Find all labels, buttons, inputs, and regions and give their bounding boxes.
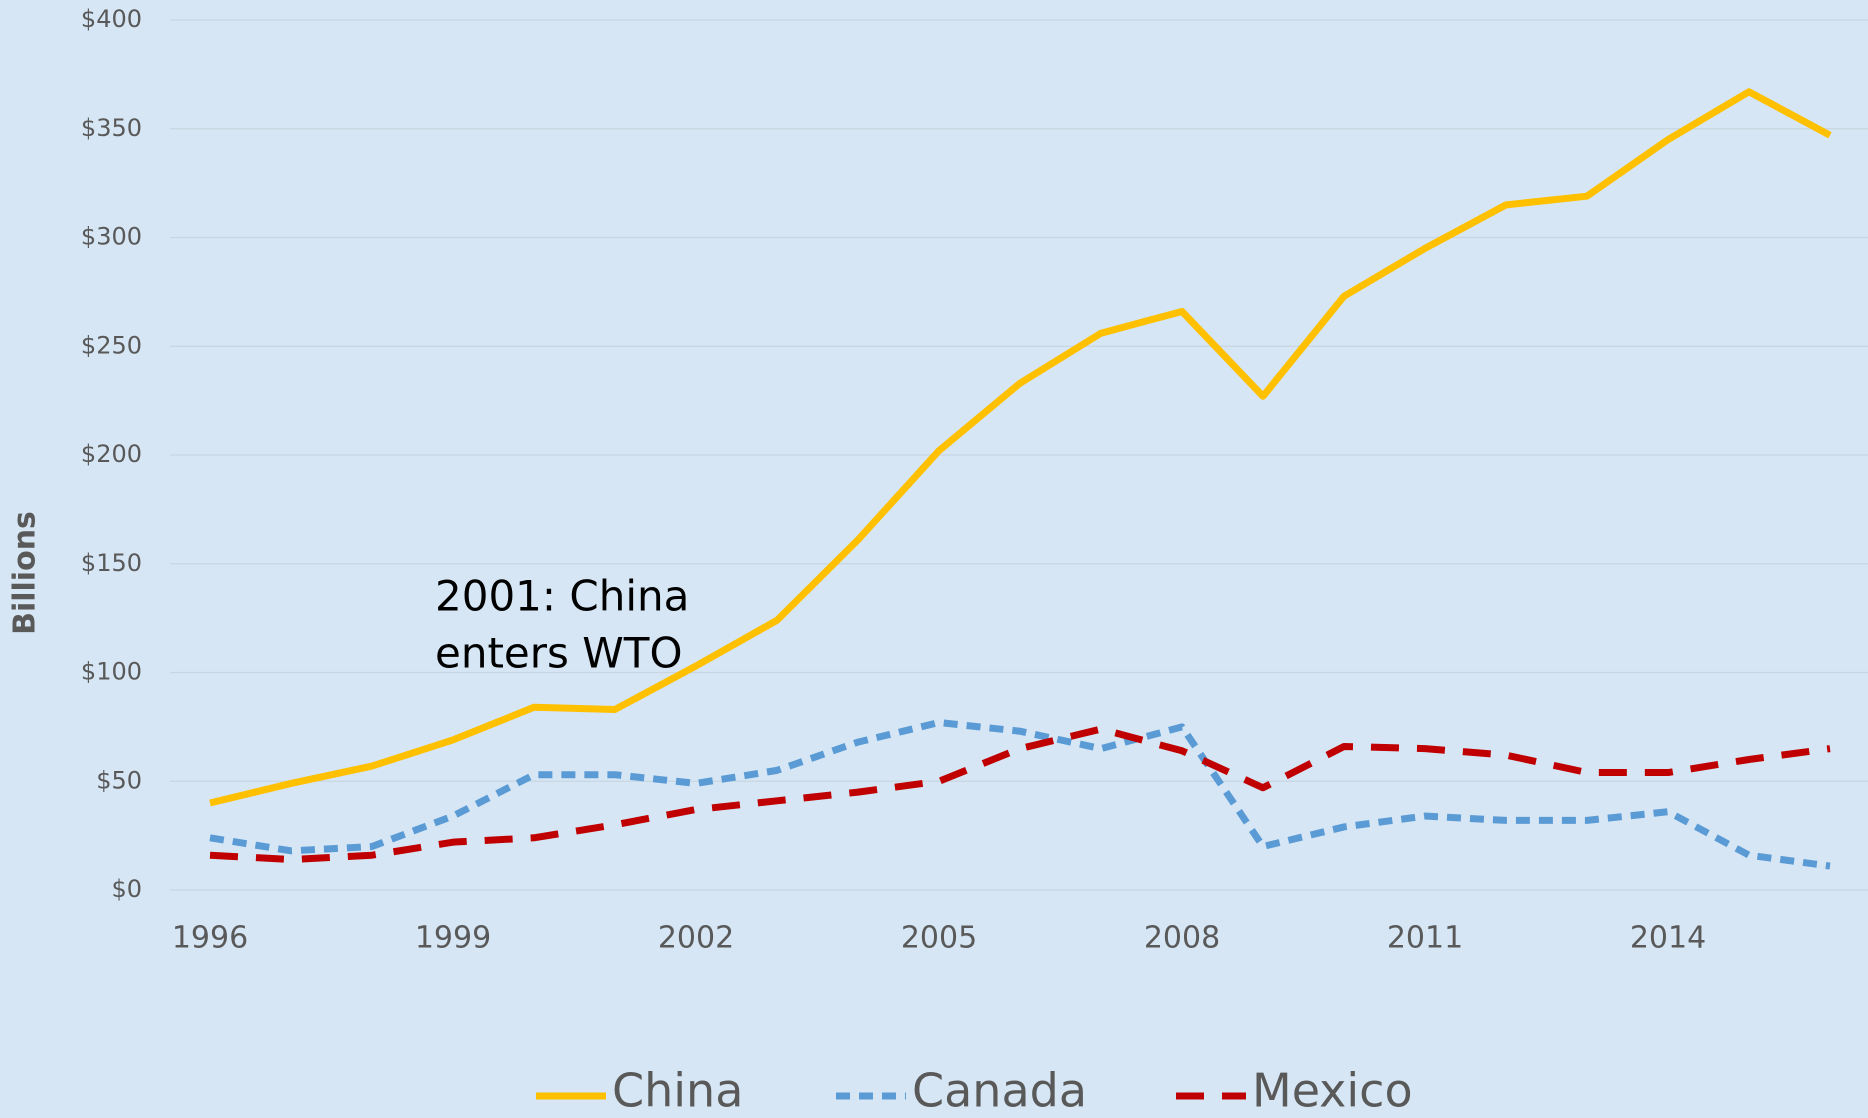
y-tick-label: $300 bbox=[81, 223, 142, 251]
y-tick-label: $150 bbox=[81, 549, 142, 577]
x-tick-label: 2002 bbox=[658, 921, 734, 956]
y-axis-label: Billions bbox=[8, 511, 43, 635]
legend-label: Canada bbox=[912, 1064, 1087, 1118]
y-tick-label: $50 bbox=[96, 766, 142, 794]
series-line bbox=[209, 88, 1832, 807]
x-tick-label: 2014 bbox=[1630, 921, 1706, 956]
legend-item: China bbox=[536, 1064, 743, 1118]
x-tick-label: 1996 bbox=[172, 921, 248, 956]
legend-item: Canada bbox=[836, 1064, 1087, 1118]
y-tick-label: $250 bbox=[81, 331, 142, 359]
series-line bbox=[209, 719, 1831, 870]
y-tick-label: $0 bbox=[111, 875, 142, 903]
annotation: 2001: China bbox=[435, 572, 689, 621]
x-tick-label: 2005 bbox=[901, 921, 977, 956]
y-tick-label: $350 bbox=[81, 114, 142, 142]
x-tick-label: 1999 bbox=[415, 921, 491, 956]
x-tick-label: 2008 bbox=[1144, 921, 1220, 956]
legend-item: Mexico bbox=[1176, 1064, 1413, 1118]
y-tick-label: $100 bbox=[81, 658, 142, 686]
y-tick-label: $200 bbox=[81, 440, 142, 468]
annotation: enters WTO bbox=[435, 629, 683, 678]
y-tick-label: $400 bbox=[81, 5, 142, 33]
series-line bbox=[209, 725, 1831, 864]
legend-label: China bbox=[612, 1064, 743, 1118]
x-tick-label: 2011 bbox=[1387, 921, 1463, 956]
legend-label: Mexico bbox=[1252, 1064, 1413, 1118]
